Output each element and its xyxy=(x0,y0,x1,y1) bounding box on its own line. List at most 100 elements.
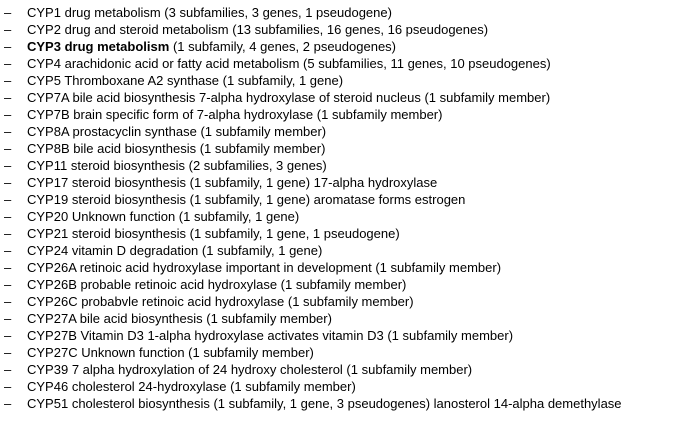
list-item: – CYP1 drug metabolism (3 subfamilies, 3 … xyxy=(0,4,694,21)
list-item: – CYP5 Thromboxane A2 synthase (1 subfami… xyxy=(0,72,694,89)
list-bullet: – xyxy=(4,73,12,88)
list-item-text: CYP26C probabvle retinoic acid hydroxyla… xyxy=(27,293,414,310)
list-bullet: – xyxy=(4,56,12,71)
list-item-text: CYP8B bile acid biosynthesis (1 subfamil… xyxy=(27,140,325,157)
list-bullet: – xyxy=(4,311,12,326)
list-item: – CYP11 steroid biosynthesis (2 subfamili… xyxy=(0,157,694,174)
cyp-family-name: CYP27B xyxy=(27,328,77,343)
cyp-family-description: retinoic acid hydroxylase important in d… xyxy=(79,260,502,275)
list-bullet: – xyxy=(4,362,12,377)
list-item-text: CYP3 drug metabolism (1 subfamily, 4 gen… xyxy=(27,38,396,55)
list-item-text: CYP11 steroid biosynthesis (2 subfamilie… xyxy=(27,157,327,174)
cyp-family-description: prostacyclin synthase (1 subfamily membe… xyxy=(72,124,327,139)
list-item: – CYP20 Unknown function (1 subfamily, 1 … xyxy=(0,208,694,225)
list-item: – CYP7B brain specific form of 7-alpha hy… xyxy=(0,106,694,123)
list-item: – CYP39 7 alpha hydroxylation of 24 hydro… xyxy=(0,361,694,378)
list-item: – CYP2 drug and steroid metabolism (13 su… xyxy=(0,21,694,38)
list-bullet: – xyxy=(4,260,12,275)
cyp-family-description: Unknown function (1 subfamily, 1 gene) xyxy=(71,209,300,224)
list-bullet: – xyxy=(4,107,12,122)
cyp-family-description: Unknown function (1 subfamily member) xyxy=(81,345,314,360)
list-item: – CYP4 arachidonic acid or fatty acid met… xyxy=(0,55,694,72)
list-item: – CYP24 vitamin D degradation (1 subfamil… xyxy=(0,242,694,259)
list-bullet: – xyxy=(4,345,12,360)
cyp-family-description: Vitamin D3 1-alpha hydroxylase activates… xyxy=(80,328,514,343)
cyp-family-name: CYP39 xyxy=(27,362,69,377)
list-item: – CYP8A prostacyclin synthase (1 subfamil… xyxy=(0,123,694,140)
list-item-text: CYP46 cholesterol 24-hydroxylase (1 subf… xyxy=(27,378,356,395)
cyp-family-name: CYP19 xyxy=(27,192,69,207)
list-item-text: CYP26A retinoic acid hydroxylase importa… xyxy=(27,259,501,276)
list-item-text: CYP24 vitamin D degradation (1 subfamily… xyxy=(27,242,322,259)
cyp-family-name: CYP51 xyxy=(27,396,69,411)
cyp-family-description: bile acid biosynthesis 7-alpha hydroxyla… xyxy=(72,90,551,105)
list-bullet: – xyxy=(4,5,12,20)
list-item-text: CYP27C Unknown function (1 subfamily mem… xyxy=(27,344,314,361)
cyp-family-name: CYP27A xyxy=(27,311,77,326)
list-item: – CYP19 steroid biosynthesis (1 subfamily… xyxy=(0,191,694,208)
cyp-family-name: CYP21 xyxy=(27,226,69,241)
cyp-family-name: CYP7B xyxy=(27,107,70,122)
cyp-family-name: CYP11 xyxy=(27,158,68,173)
list-bullet: – xyxy=(4,192,12,207)
list-item: – CYP51 cholesterol biosynthesis (1 subfa… xyxy=(0,395,694,412)
cyp-family-name: CYP26A xyxy=(27,260,77,275)
list-item-text: CYP27A bile acid biosynthesis (1 subfami… xyxy=(27,310,332,327)
cyp-family-description: bile acid biosynthesis (1 subfamily memb… xyxy=(73,141,326,156)
cyp-family-description: steroid biosynthesis (1 subfamily, 1 gen… xyxy=(71,226,400,241)
cyp-family-description: probable retinoic acid hydroxylase (1 su… xyxy=(80,277,407,292)
cyp-family-name: CYP8B xyxy=(27,141,70,156)
list-bullet: – xyxy=(4,209,12,224)
list-item-text: CYP39 7 alpha hydroxylation of 24 hydrox… xyxy=(27,361,472,378)
list-bullet: – xyxy=(4,277,12,292)
list-item: – CYP27C Unknown function (1 subfamily me… xyxy=(0,344,694,361)
list-bullet: – xyxy=(4,175,12,190)
list-item-text: CYP20 Unknown function (1 subfamily, 1 g… xyxy=(27,208,299,225)
list-item-text: CYP2 drug and steroid metabolism (13 sub… xyxy=(27,21,488,38)
cyp-family-name: CYP3 drug metabolism xyxy=(27,39,170,54)
cyp-family-description: (1 subfamily, 4 genes, 2 pseudogenes) xyxy=(172,39,397,54)
list-bullet: – xyxy=(4,396,12,411)
cyp-family-description: bile acid biosynthesis (1 subfamily memb… xyxy=(79,311,332,326)
cyp-family-name: CYP1 xyxy=(27,5,61,20)
list-item: – CYP7A bile acid biosynthesis 7-alpha hy… xyxy=(0,89,694,106)
list-bullet: – xyxy=(4,39,12,54)
cyp-family-name: CYP8A xyxy=(27,124,69,139)
list-bullet: – xyxy=(4,294,12,309)
cyp-family-description: brain specific form of 7-alpha hydroxyla… xyxy=(73,107,443,122)
cyp-family-name: CYP26B xyxy=(27,277,77,292)
list-item-text: CYP17 steroid biosynthesis (1 subfamily,… xyxy=(27,174,437,191)
cyp-family-list: – CYP1 drug metabolism (3 subfamilies, 3 … xyxy=(0,4,694,412)
list-item-text: CYP7B brain specific form of 7-alpha hyd… xyxy=(27,106,442,123)
cyp-family-description: vitamin D degradation (1 subfamily, 1 ge… xyxy=(71,243,323,258)
list-item-text: CYP4 arachidonic acid or fatty acid meta… xyxy=(27,55,551,72)
list-item: – CYP27A bile acid biosynthesis (1 subfam… xyxy=(0,310,694,327)
cyp-family-description: steroid biosynthesis (1 subfamily, 1 gen… xyxy=(71,192,466,207)
list-item-text: CYP1 drug metabolism (3 subfamilies, 3 g… xyxy=(27,4,392,21)
list-item-text: CYP8A prostacyclin synthase (1 subfamily… xyxy=(27,123,326,140)
list-bullet: – xyxy=(4,226,12,241)
cyp-family-description: drug metabolism (3 subfamilies, 3 genes,… xyxy=(64,5,392,20)
list-item: – CYP3 drug metabolism (1 subfamily, 4 ge… xyxy=(0,38,694,55)
list-item-text: CYP7A bile acid biosynthesis 7-alpha hyd… xyxy=(27,89,550,106)
list-item: – CYP21 steroid biosynthesis (1 subfamily… xyxy=(0,225,694,242)
list-item-text: CYP51 cholesterol biosynthesis (1 subfam… xyxy=(27,395,622,412)
list-bullet: – xyxy=(4,141,12,156)
list-item: – CYP27B Vitamin D3 1-alpha hydroxylase a… xyxy=(0,327,694,344)
list-bullet: – xyxy=(4,379,12,394)
list-item: – CYP46 cholesterol 24-hydroxylase (1 sub… xyxy=(0,378,694,395)
cyp-family-description: probabvle retinoic acid hydroxylase (1 s… xyxy=(81,294,414,309)
list-item: – CYP26A retinoic acid hydroxylase import… xyxy=(0,259,694,276)
cyp-family-description: steroid biosynthesis (2 subfamilies, 3 g… xyxy=(70,158,327,173)
list-item: – CYP26C probabvle retinoic acid hydroxyl… xyxy=(0,293,694,310)
list-bullet: – xyxy=(4,243,12,258)
cyp-family-name: CYP20 xyxy=(27,209,69,224)
cyp-family-description: Thromboxane A2 synthase (1 subfamily, 1 … xyxy=(64,73,344,88)
cyp-family-name: CYP17 xyxy=(27,175,69,190)
cyp-family-name: CYP46 xyxy=(27,379,69,394)
list-item: – CYP26B probable retinoic acid hydroxyla… xyxy=(0,276,694,293)
cyp-family-description: cholesterol biosynthesis (1 subfamily, 1… xyxy=(71,396,622,411)
list-item-text: CYP26B probable retinoic acid hydroxylas… xyxy=(27,276,406,293)
cyp-family-description: cholesterol 24-hydroxylase (1 subfamily … xyxy=(71,379,356,394)
list-item: – CYP8B bile acid biosynthesis (1 subfami… xyxy=(0,140,694,157)
